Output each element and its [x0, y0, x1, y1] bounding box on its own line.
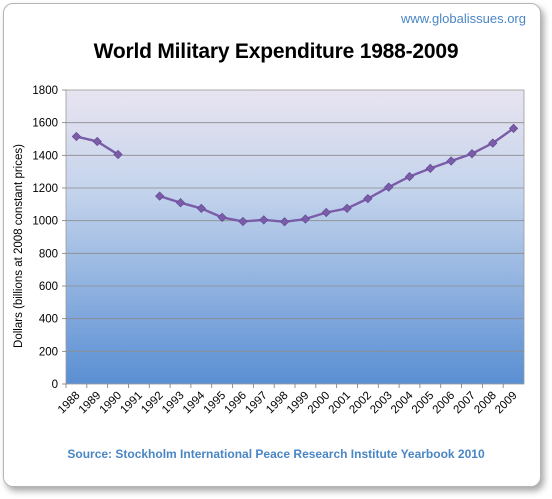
- x-tick-label: 1995: [202, 390, 229, 417]
- data-point: [363, 193, 373, 204]
- data-point: [217, 212, 227, 223]
- data-point: [279, 217, 290, 227]
- x-tick-label: 2005: [410, 390, 437, 417]
- x-tick-label: 1994: [181, 389, 208, 416]
- y-tick-label: 1800: [32, 85, 58, 97]
- data-point: [238, 216, 248, 227]
- chart-title: World Military Expenditure 1988-2009: [93, 40, 459, 63]
- y-tick-label: 200: [39, 346, 58, 358]
- data-point: [155, 191, 165, 201]
- data-point: [488, 138, 498, 148]
- data-point: [446, 156, 456, 166]
- x-tick-label: 1989: [77, 390, 104, 417]
- y-tick-label: 1400: [32, 150, 58, 162]
- data-point: [259, 215, 269, 225]
- x-tick-label: 1993: [160, 390, 187, 417]
- data-point: [300, 214, 311, 224]
- y-tick-label: 800: [39, 248, 58, 260]
- x-tick-label: 1992: [139, 390, 166, 417]
- data-point: [321, 207, 331, 218]
- y-tick-labels: 0 200 400 600 800 1000 1200 1400 1600 1800: [32, 85, 58, 391]
- data-point: [467, 149, 477, 159]
- y-tick-label: 400: [39, 314, 58, 326]
- watermark: www.globalissues.org: [400, 11, 526, 26]
- series-line-segment: [159, 127, 515, 224]
- data-point: [342, 203, 352, 214]
- x-tick-label: 2007: [451, 390, 478, 417]
- data-point: [384, 182, 394, 192]
- data-point: [196, 203, 206, 214]
- x-tick-label: 1991: [118, 390, 145, 417]
- gridlines: [62, 89, 524, 388]
- data-point: [508, 123, 519, 134]
- x-tick-label: 2000: [306, 390, 333, 417]
- source-note: Source: Stockholm International Peace Re…: [67, 447, 485, 461]
- x-tick-label: 2004: [389, 389, 416, 416]
- x-tick-label: 1996: [222, 390, 249, 417]
- x-tick-label: 1997: [243, 390, 270, 417]
- series-markers: [71, 123, 519, 227]
- x-tick-label: 1998: [264, 390, 291, 417]
- data-point: [71, 131, 82, 142]
- x-tick-label: 1988: [56, 390, 83, 417]
- plot-area: [65, 89, 525, 385]
- y-tick-label: 1000: [32, 216, 58, 228]
- x-tick-label: 2002: [347, 390, 374, 417]
- x-tick-label: 1990: [98, 390, 125, 417]
- y-tick-label: 1600: [32, 118, 58, 130]
- data-point: [425, 163, 435, 174]
- data-point: [92, 136, 102, 147]
- x-tick-label: 1999: [285, 390, 312, 417]
- x-tick-label: 2009: [493, 390, 520, 417]
- y-tick-label: 600: [39, 281, 58, 293]
- x-tick-label: 2006: [431, 390, 458, 417]
- x-tick-label: 2008: [472, 390, 499, 417]
- y-tick-label: 1200: [32, 183, 58, 195]
- x-tick-label: 2003: [368, 390, 395, 417]
- data-point: [404, 171, 415, 182]
- data-point: [113, 149, 123, 160]
- data-point: [175, 198, 186, 208]
- x-tick-label: 2001: [327, 390, 354, 417]
- y-tick-label: 0: [52, 379, 58, 391]
- x-tick-labels: 1988198919901991199219931994199519961997…: [56, 389, 520, 416]
